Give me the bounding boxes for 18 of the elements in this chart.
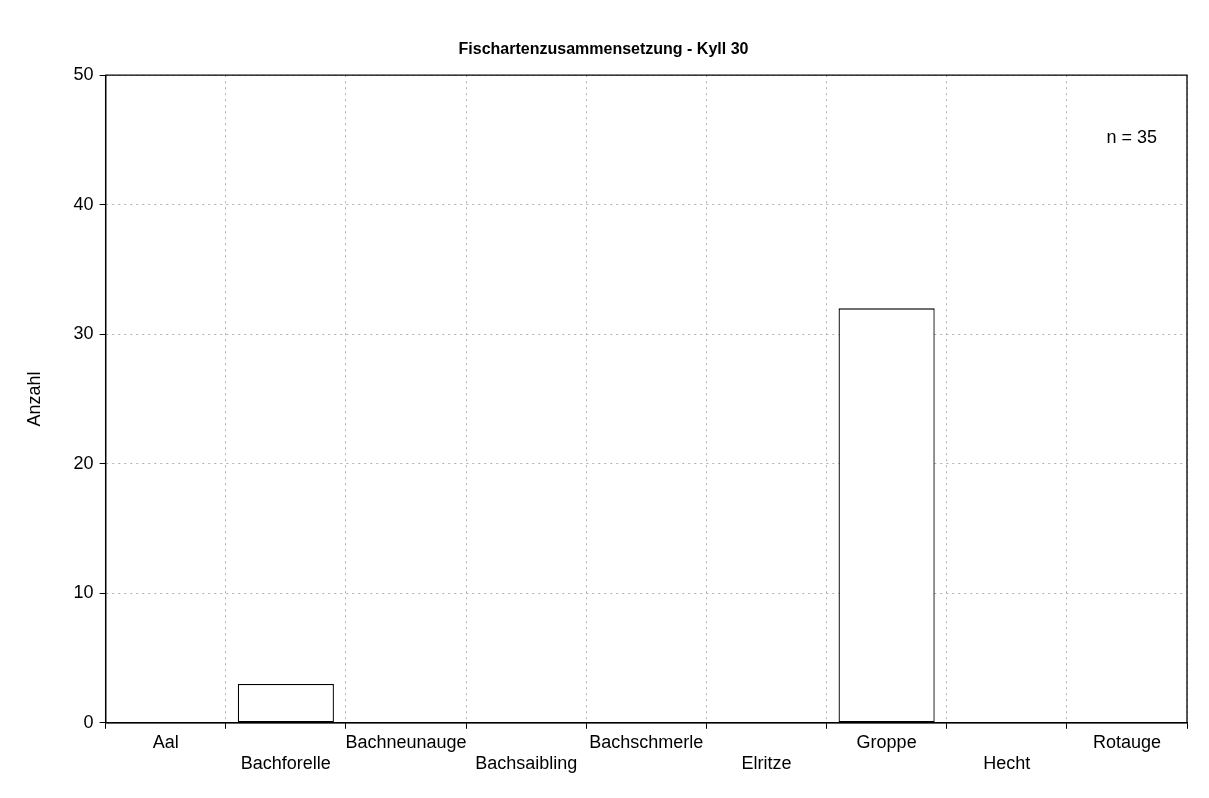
y-tick-label: 20: [73, 452, 94, 473]
x-tick-label: Bachneunauge: [345, 731, 467, 752]
y-tick-label: 30: [73, 323, 94, 344]
x-tick-label: Rotauge: [1092, 731, 1161, 752]
y-axis-title: Anzahl: [23, 371, 44, 427]
x-tick-label: Aal: [152, 731, 179, 752]
chart-title: Fischartenzusammensetzung - Kyll 30: [458, 40, 749, 58]
annotation: n = 35: [1106, 127, 1157, 148]
x-tick-label: Hecht: [983, 753, 1031, 774]
y-tick-label: 40: [73, 193, 94, 214]
x-tick-label: Groppe: [856, 731, 917, 752]
y-tick-label: 10: [73, 582, 94, 603]
x-tick-label: Elritze: [741, 753, 792, 774]
x-tick-label: Bachforelle: [240, 753, 331, 774]
y-tick-label: 50: [73, 64, 94, 85]
x-tick-label: Bachschmerle: [589, 731, 704, 752]
y-tick-label: 0: [83, 711, 94, 732]
x-tick-label: Bachsaibling: [475, 753, 578, 774]
